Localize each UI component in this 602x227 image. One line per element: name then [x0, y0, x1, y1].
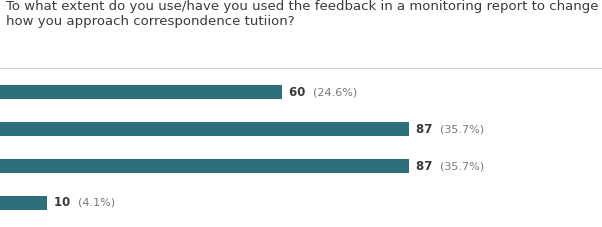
Text: 87: 87 [416, 123, 441, 136]
Text: 60: 60 [289, 86, 314, 99]
Text: 87: 87 [416, 160, 441, 173]
Text: To what extent do you use/have you used the feedback in a monitoring report to c: To what extent do you use/have you used … [6, 0, 598, 28]
Bar [0, 122, 409, 136]
Text: (4.1%): (4.1%) [78, 198, 115, 208]
Text: (24.6%): (24.6%) [313, 87, 358, 97]
Bar [0, 159, 409, 173]
Text: 10: 10 [54, 197, 79, 210]
Bar [0, 196, 47, 210]
Text: (35.7%): (35.7%) [440, 161, 485, 171]
Text: (35.7%): (35.7%) [440, 124, 485, 134]
Bar [0, 85, 282, 99]
